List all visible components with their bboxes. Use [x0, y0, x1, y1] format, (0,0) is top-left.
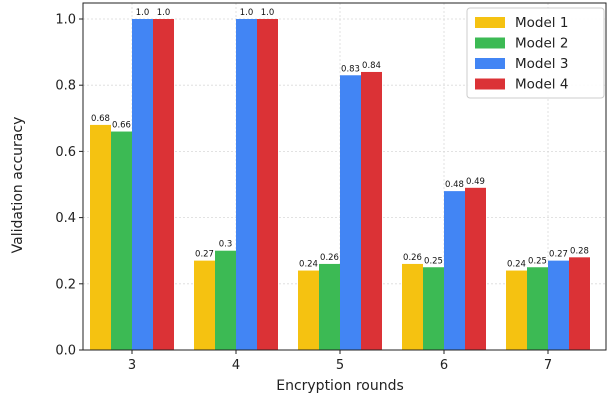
x-tick-label: 3 — [128, 358, 136, 373]
data-label: 0.68 — [91, 114, 110, 124]
data-label: 0.48 — [445, 180, 464, 190]
x-tick-label: 6 — [440, 358, 448, 373]
legend-swatch — [475, 58, 505, 69]
bar — [236, 19, 257, 350]
legend-label: Model 1 — [515, 15, 568, 31]
data-label: 0.83 — [341, 64, 360, 74]
bar — [257, 19, 278, 350]
bar — [569, 257, 590, 350]
data-label: 0.25 — [528, 256, 547, 266]
legend-label: Model 3 — [515, 56, 568, 72]
bar — [90, 125, 111, 350]
data-label: 0.3 — [219, 240, 233, 250]
legend-swatch — [475, 38, 505, 49]
legend-swatch — [475, 79, 505, 90]
bar — [361, 72, 382, 350]
data-label: 0.28 — [570, 246, 589, 256]
data-label: 1.0 — [261, 8, 275, 18]
bar — [506, 271, 527, 350]
data-label: 1.0 — [157, 8, 171, 18]
bar — [527, 267, 548, 350]
data-label: 0.26 — [403, 253, 422, 263]
x-axis-label: Encryption rounds — [276, 378, 404, 394]
y-axis-label: Validation accuracy — [10, 117, 26, 254]
bar — [340, 75, 361, 350]
data-label: 1.0 — [240, 8, 254, 18]
bar — [298, 271, 319, 350]
y-tick-label: 0.2 — [55, 277, 76, 292]
x-tick-label: 4 — [232, 358, 240, 373]
bar — [548, 261, 569, 350]
x-tick-label: 7 — [544, 358, 552, 373]
data-label: 0.49 — [466, 177, 485, 187]
bar — [132, 19, 153, 350]
x-tick-label: 5 — [336, 358, 344, 373]
data-label: 0.24 — [507, 260, 526, 270]
bar — [423, 267, 444, 350]
y-tick-label: 0.4 — [55, 211, 76, 226]
bar — [465, 188, 486, 350]
y-tick-label: 0.8 — [55, 79, 76, 94]
data-label: 0.26 — [320, 253, 339, 263]
bar — [319, 264, 340, 350]
bar — [153, 19, 174, 350]
legend: Model 1 Model 2 Model 3 Model 4 — [467, 8, 604, 98]
bar — [215, 251, 236, 350]
y-tick-label: 0.6 — [55, 145, 76, 160]
y-tick-labels: 0.0 0.2 0.4 0.6 0.8 1.0 — [55, 13, 83, 359]
data-label: 0.66 — [112, 121, 131, 131]
legend-swatch — [475, 17, 505, 28]
legend-label: Model 4 — [515, 77, 568, 93]
data-label: 0.27 — [549, 250, 568, 260]
y-tick-label: 1.0 — [55, 13, 76, 28]
bar — [194, 261, 215, 350]
data-label: 0.24 — [299, 260, 318, 270]
legend-label: Model 2 — [515, 36, 568, 52]
y-tick-label: 0.0 — [55, 344, 76, 359]
bar — [444, 191, 465, 350]
bar — [111, 132, 132, 350]
data-label: 0.27 — [195, 250, 214, 260]
data-label: 1.0 — [136, 8, 150, 18]
bar — [402, 264, 423, 350]
data-label: 0.25 — [424, 256, 443, 266]
data-label: 0.84 — [362, 61, 381, 71]
x-tick-labels: 3 4 5 6 7 — [128, 350, 552, 373]
